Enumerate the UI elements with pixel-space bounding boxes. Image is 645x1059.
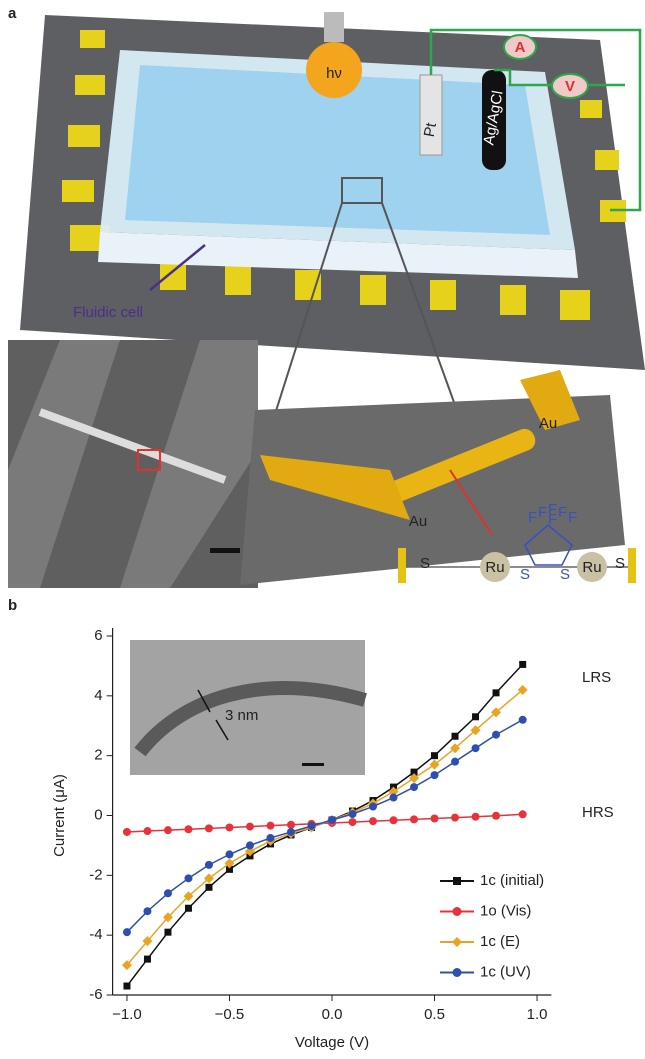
marker — [493, 689, 500, 696]
marker — [225, 850, 233, 858]
marker — [452, 733, 459, 740]
marker — [431, 752, 438, 759]
marker — [143, 827, 151, 835]
x-tick-label: 0.0 — [322, 1006, 343, 1023]
marker — [185, 905, 192, 912]
marker — [519, 716, 527, 724]
panel-label: a — [8, 5, 17, 22]
f-label: F — [558, 504, 567, 521]
marker — [431, 771, 439, 779]
marker — [287, 828, 295, 836]
marker — [266, 822, 274, 830]
marker — [492, 812, 500, 820]
s-label: S — [420, 555, 430, 572]
y-tick-label: 4 — [94, 687, 102, 704]
marker — [390, 794, 398, 802]
marker — [390, 816, 398, 824]
marker — [123, 828, 131, 836]
marker — [349, 818, 357, 826]
marker — [410, 815, 418, 823]
legend-marker — [452, 937, 462, 947]
ru-label: Ru — [485, 559, 504, 576]
y-axis-label: Current (μA) — [51, 774, 68, 857]
marker — [472, 713, 479, 720]
y-tick-label: 2 — [94, 747, 102, 764]
marker — [144, 956, 151, 963]
marker — [246, 823, 254, 831]
marker — [225, 823, 233, 831]
bulb-label: hν — [326, 65, 342, 82]
pt-electrode — [420, 75, 442, 155]
annotation: HRS — [582, 804, 614, 821]
annotation: LRS — [582, 669, 611, 686]
ru-label: Ru — [582, 559, 601, 576]
x-tick-label: 0.5 — [424, 1006, 445, 1023]
marker — [349, 810, 357, 818]
scale-bar — [302, 763, 324, 766]
marker — [205, 824, 213, 832]
marker — [369, 817, 377, 825]
scale-bar — [210, 548, 240, 553]
marker — [143, 907, 151, 915]
f-label: F — [538, 504, 547, 521]
marker — [164, 929, 171, 936]
marker — [519, 810, 527, 818]
marker — [451, 758, 459, 766]
marker — [205, 861, 213, 869]
marker — [164, 889, 172, 897]
au-label: Au — [539, 415, 557, 432]
marker — [369, 803, 377, 811]
marker — [328, 816, 336, 824]
legend-label: 1c (UV) — [480, 963, 531, 980]
marker — [472, 744, 480, 752]
y-tick-label: 0 — [94, 806, 102, 823]
marker — [184, 825, 192, 833]
figure: a hν Pt Ag/AgCl A V Fluidic cell Au Au R… — [0, 0, 645, 1054]
caption: Fluidic cell — [73, 304, 143, 321]
y-tick-label: -4 — [89, 926, 102, 943]
marker — [164, 826, 172, 834]
marker — [431, 814, 439, 822]
x-tick-label: −0.5 — [215, 1006, 245, 1023]
marker — [266, 834, 274, 842]
marker — [451, 814, 459, 822]
marker — [519, 661, 526, 668]
s-label: S — [520, 566, 530, 583]
f-label: F — [568, 509, 577, 526]
marker — [246, 841, 254, 849]
s-label: S — [560, 566, 570, 583]
au-label: Au — [409, 513, 427, 530]
marker — [287, 821, 295, 829]
legend-label: 1o (Vis) — [480, 902, 531, 919]
bulb-base — [324, 12, 344, 42]
x-tick-label: −1.0 — [112, 1006, 142, 1023]
legend-marker — [453, 968, 462, 977]
legend-label: 1c (E) — [480, 933, 520, 950]
marker — [123, 983, 130, 990]
electrode-end — [398, 548, 406, 583]
panel-label: b — [8, 597, 17, 614]
legend-marker — [453, 877, 461, 885]
electrode-end — [628, 548, 636, 583]
x-tick-label: 1.0 — [527, 1006, 548, 1023]
y-tick-label: -6 — [89, 986, 102, 1003]
marker — [492, 731, 500, 739]
marker — [123, 928, 131, 936]
y-tick-label: 6 — [94, 627, 102, 644]
f-label: F — [548, 511, 557, 528]
marker — [184, 874, 192, 882]
meter-label: V — [565, 78, 575, 95]
marker — [472, 813, 480, 821]
annotation: 3 nm — [225, 707, 258, 724]
x-axis-label: Voltage (V) — [295, 1034, 369, 1051]
marker — [307, 822, 315, 830]
s-label: S — [615, 555, 625, 572]
y-tick-label: -2 — [89, 866, 102, 883]
marker — [410, 783, 418, 791]
meter-label: A — [515, 39, 526, 56]
marker — [205, 884, 212, 891]
legend-label: 1c (initial) — [480, 872, 544, 889]
f-label: F — [528, 509, 537, 526]
legend-marker — [453, 907, 462, 916]
